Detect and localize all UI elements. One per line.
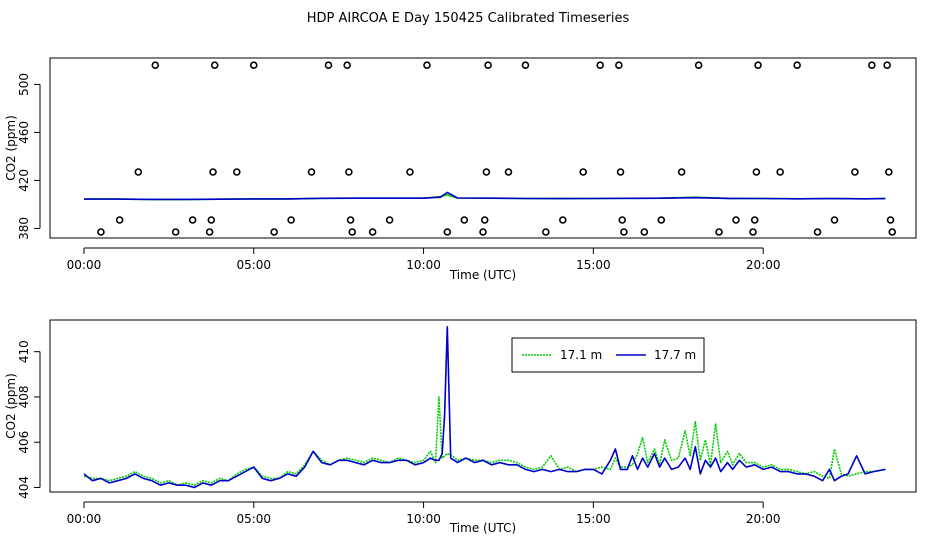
x-tick-label: 00:00 (67, 258, 102, 272)
legend: 17.1 m 17.7 m (511, 337, 705, 373)
x-tick-label: 15:00 (576, 512, 611, 526)
data-point-47 (750, 216, 759, 224)
data-point-48 (752, 168, 761, 176)
data-point-44 (715, 228, 723, 236)
data-point-16 (343, 61, 351, 69)
data-point-6 (205, 228, 214, 236)
data-point-0 (97, 228, 105, 236)
data-point-32 (542, 228, 550, 236)
data-point-8 (209, 168, 217, 176)
data-point-23 (423, 61, 431, 69)
data-point-46 (749, 228, 757, 236)
data-point-55 (868, 61, 876, 69)
data-point-53 (830, 216, 839, 224)
data-point-52 (813, 228, 822, 236)
data-point-7 (207, 216, 216, 224)
x-tick-label: 15:00 (576, 258, 611, 272)
data-point-12 (270, 228, 278, 236)
data-point-36 (615, 61, 623, 69)
y-tick-label: 420 (17, 169, 31, 192)
y-tick-label: 408 (17, 385, 31, 408)
data-point-29 (484, 61, 492, 69)
data-point-28 (482, 168, 491, 176)
data-point-5 (188, 216, 197, 224)
data-point-24 (443, 228, 452, 236)
data-point-49 (754, 61, 762, 69)
data-point-41 (657, 216, 666, 224)
data-point-2 (134, 168, 143, 176)
data-point-51 (793, 61, 801, 69)
data-point-18 (346, 216, 355, 224)
data-point-22 (406, 168, 414, 176)
data-point-45 (732, 216, 740, 224)
figure-title: HDP AIRCOA E Day 150425 Calibrated Times… (307, 11, 630, 26)
y-tick-label: 380 (17, 217, 31, 240)
series-line-0 (83, 396, 886, 487)
data-point-17 (345, 168, 353, 176)
series-line-1 (83, 325, 886, 489)
data-point-3 (151, 61, 160, 69)
y-axis-title: CO2 (ppm) (4, 115, 18, 181)
x-tick-label: 00:00 (67, 512, 102, 526)
data-point-4 (171, 228, 180, 236)
x-axis-title: Time (UTC) (449, 521, 516, 535)
x-tick-label: 20:00 (746, 258, 781, 272)
data-point-1 (115, 216, 124, 224)
x-axis-title: Time (UTC) (449, 268, 516, 282)
data-point-25 (460, 216, 469, 224)
data-point-42 (677, 168, 686, 176)
data-point-13 (287, 216, 295, 224)
data-point-38 (618, 216, 627, 224)
data-point-43 (694, 61, 703, 69)
data-point-58 (886, 216, 895, 224)
data-point-15 (324, 61, 333, 69)
legend-label-1: 17.7 m (654, 348, 696, 362)
data-point-33 (559, 216, 567, 224)
y-axis: 404 406 408 410 CO2 (ppm) (4, 340, 41, 499)
data-point-35 (596, 61, 604, 69)
data-point-34 (579, 168, 587, 176)
data-point-54 (851, 168, 859, 176)
data-point-59 (888, 228, 897, 236)
plot-frame (49, 57, 917, 239)
y-tick-label: 406 (17, 431, 31, 454)
y-axis-title: CO2 (ppm) (4, 373, 18, 439)
data-point-20 (368, 228, 377, 236)
data-point-37 (616, 168, 625, 176)
legend-label-0: 17.1 m (560, 348, 602, 362)
series-line-1 (84, 191, 886, 201)
data-point-57 (885, 168, 893, 176)
data-point-39 (620, 228, 628, 236)
data-point-30 (504, 168, 513, 176)
y-tick-label: 500 (17, 73, 31, 96)
y-axis: 380 420 460 500 CO2 (ppm) (4, 73, 41, 240)
data-point-27 (480, 216, 489, 224)
plot-frame (49, 319, 917, 493)
x-axis: 00:00 05:00 10:00 15:00 20:00 Time (UTC) (67, 247, 781, 282)
x-tick-label: 20:00 (746, 512, 781, 526)
data-point-9 (210, 61, 219, 69)
x-tick-label: 10:00 (406, 512, 441, 526)
x-tick-label: 05:00 (236, 258, 271, 272)
data-point-11 (249, 61, 258, 69)
y-tick-label: 410 (17, 340, 31, 363)
data-point-26 (479, 228, 487, 236)
y-tick-label: 404 (17, 476, 31, 499)
data-point-19 (348, 228, 357, 236)
top-panel-co2-timeseries: 00:00 05:00 10:00 15:00 20:00 Time (UTC) 380 42… (4, 57, 917, 282)
x-axis: 00:00 05:00 10:00 15:00 20:00 Time (UTC) (67, 501, 781, 535)
data-point-21 (385, 216, 394, 224)
x-tick-label: 10:00 (406, 258, 441, 272)
data-point-14 (307, 168, 316, 176)
x-tick-label: 05:00 (236, 512, 271, 526)
data-point-40 (640, 228, 649, 236)
data-point-31 (521, 61, 530, 69)
data-point-56 (883, 61, 891, 69)
data-point-50 (776, 168, 784, 176)
data-point-10 (232, 168, 241, 176)
y-tick-label: 460 (17, 121, 31, 144)
